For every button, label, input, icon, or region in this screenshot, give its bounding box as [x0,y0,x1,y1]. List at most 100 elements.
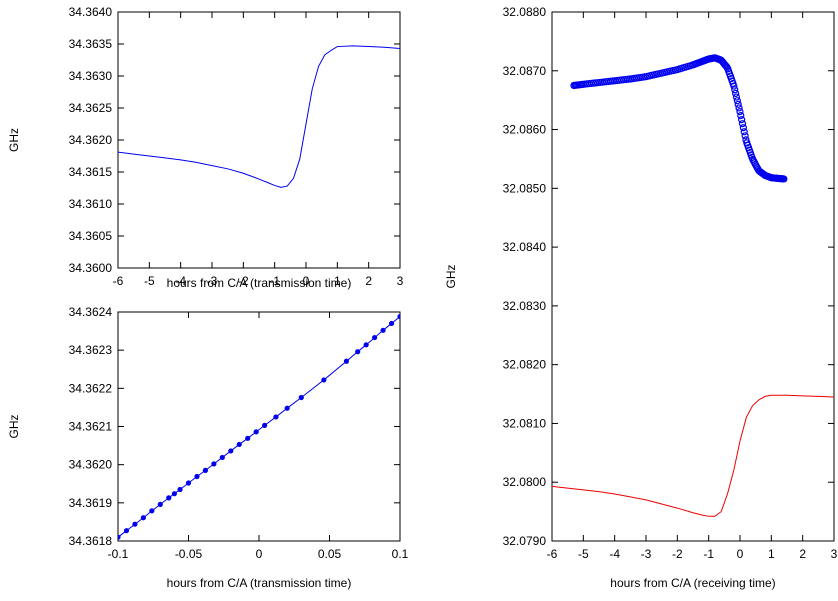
data-point [219,454,225,461]
data-point [732,93,741,101]
y-tick-label: 34.3620 [69,458,113,472]
x-tick-label: 0.05 [318,547,342,561]
y-tick-label: 32.0870 [503,64,547,78]
data-point [731,86,739,94]
y-tick-label: 34.3600 [69,261,113,275]
y-tick-label: 34.3630 [69,69,113,83]
x-tick-label: -3 [641,547,652,561]
x-tick-label: 3 [397,274,404,288]
y-tick-label: 32.0800 [503,475,547,489]
y-tick-label: 32.0860 [503,123,547,137]
data-point [140,515,146,521]
data-point [177,486,183,493]
plot-area [118,45,400,188]
data-point [123,528,130,534]
y-axis-label: GHz [7,415,21,439]
data-point [157,501,163,507]
data-point [171,491,177,497]
chart-panel-3: -6 -5 -4 -3 -2 -1 0 1 2 3 32.0790 32.0800 32.0810 32.… [444,5,838,590]
data-point [132,521,138,527]
data-point [740,128,748,136]
data-point [780,175,788,183]
data-point [736,107,744,116]
plot-area [118,313,400,540]
y-tick-label: 34.3615 [69,165,113,179]
y-tick-label: 34.3621 [69,420,113,434]
x-tick-label: 2 [799,547,806,561]
y-tick-label: 34.3610 [69,197,113,211]
x-axis-label: hours from C/A (transmission time) [167,276,352,290]
x-tick-label: 2 [365,274,372,288]
data-point [321,377,327,383]
data-point [380,327,386,333]
y-tick-label: 32.0840 [503,240,547,254]
x-tick-label: -5 [144,274,155,288]
data-point [118,534,121,540]
x-axis-label: hours from C/A (receiving time) [610,576,775,590]
y-tick-label: 34.3640 [69,5,113,19]
data-point [202,467,209,473]
y-tick-label: 32.0810 [503,416,547,430]
y-tick-label: 34.3618 [69,534,113,548]
data-point [228,448,234,454]
x-tick-label: 0 [737,547,744,561]
y-tick-label: 34.3620 [69,133,113,147]
data-point [739,124,747,132]
x-axis-label: hours from C/A (transmission time) [167,576,352,590]
data-point [734,100,742,108]
data-point [732,89,740,98]
x-tick-label: -2 [672,547,683,561]
y-tick-label: 34.3622 [69,381,113,395]
data-point [284,405,290,411]
x-tick-label: 1 [768,547,775,561]
x-tick-label: 0 [303,274,310,288]
data-point [738,120,747,128]
y-tick-label: 32.0880 [503,5,547,19]
chart-panel-2: -0.1 -0.05 0 0.05 0.1 34.3618 34.3619 34.3620 34… [7,305,409,590]
data-point [166,495,172,501]
data-point [194,473,200,480]
series-line-1 [118,45,400,188]
plot-frame [551,11,835,542]
y-tick-label: 32.0820 [503,358,547,372]
plot-frame [117,11,401,269]
data-point [355,349,361,355]
y-tick-label: 34.3619 [69,496,113,510]
data-point [245,435,251,441]
data-point [211,461,217,467]
data-point [185,480,192,486]
x-tick-label: -0.05 [175,547,203,561]
data-point [733,97,741,105]
x-tick-label: -0.1 [108,547,129,561]
data-point [273,414,279,420]
y-tick-label: 34.3635 [69,37,113,51]
y-tick-label: 34.3625 [69,101,113,115]
y-tick-label: 34.3623 [69,343,113,357]
data-point [149,508,155,514]
y-tick-label: 32.0830 [503,299,547,313]
x-tick-label: 1 [334,274,341,288]
x-tick-label: -5 [578,547,589,561]
x-tick-label: 0.1 [392,547,409,561]
plot-area [552,54,834,517]
data-point [397,313,400,320]
x-tick-label: -4 [609,547,620,561]
data-point [372,334,378,341]
data-point [730,82,738,90]
x-tick-label: -6 [113,274,124,288]
x-tick-label: 0 [256,547,263,561]
x-tick-label: 3 [831,547,838,561]
data-point [737,111,745,120]
data-point [298,394,304,401]
data-point [236,441,242,448]
data-point [738,116,746,124]
series-line-2 [552,394,834,517]
data-point [735,104,743,112]
y-axis-label: GHz [444,265,458,289]
y-tick-label: 34.3624 [69,305,113,319]
data-point [363,342,369,348]
data-point [388,320,395,327]
y-axis-label: GHz [7,128,21,152]
y-tick-label: 32.0850 [503,181,547,195]
